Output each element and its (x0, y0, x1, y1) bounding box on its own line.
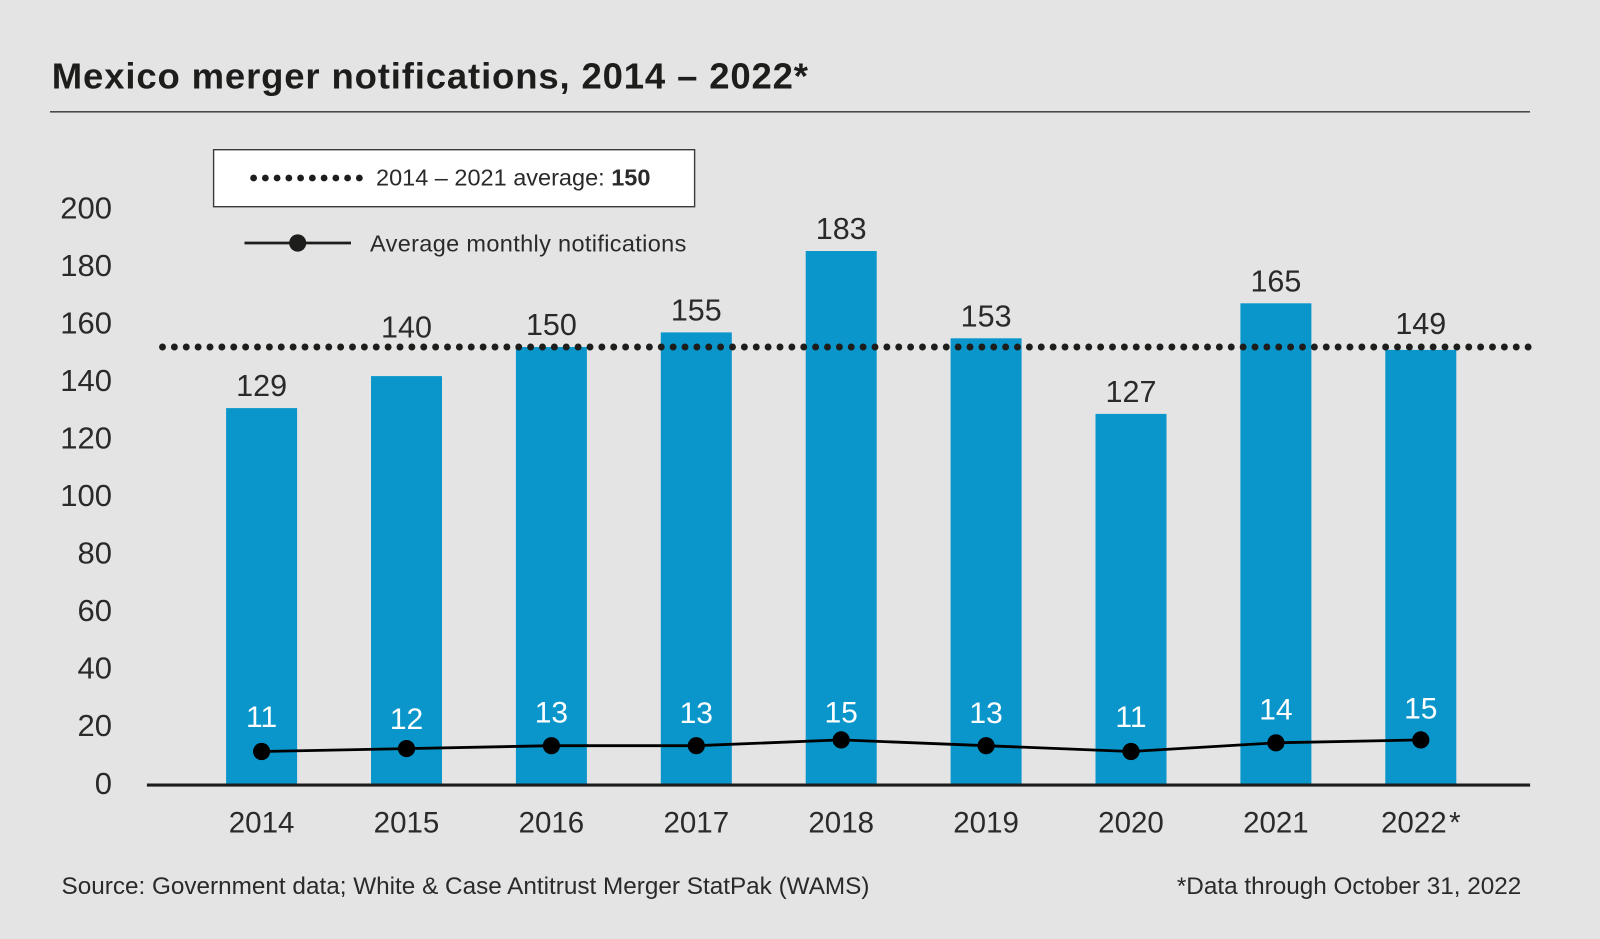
svg-text:14: 14 (1259, 694, 1292, 727)
svg-text:13: 13 (535, 696, 568, 729)
svg-text:11: 11 (1115, 701, 1146, 734)
svg-text:2014: 2014 (229, 806, 295, 839)
svg-text:2021: 2021 (1243, 806, 1309, 839)
svg-text:80: 80 (78, 536, 112, 571)
svg-text:165: 165 (1250, 264, 1301, 298)
svg-text:60: 60 (78, 593, 112, 628)
svg-text:2015: 2015 (374, 806, 440, 839)
svg-text:140: 140 (60, 363, 112, 398)
svg-text:2016: 2016 (519, 806, 585, 839)
svg-text:20: 20 (78, 708, 112, 743)
svg-text:15: 15 (1404, 693, 1437, 726)
svg-text:13: 13 (969, 697, 1002, 730)
svg-text:Mexico merger notifications, 2: Mexico merger notifications, 2014 – 2022… (52, 55, 809, 96)
svg-text:0: 0 (95, 766, 112, 801)
svg-text:*Data through October 31, 2022: *Data through October 31, 2022 (1177, 873, 1521, 900)
svg-text:160: 160 (60, 305, 112, 340)
svg-text:2014 – 2021 average: 150: 2014 – 2021 average: 150 (376, 165, 650, 191)
svg-text:2018: 2018 (808, 806, 874, 839)
svg-text:149: 149 (1395, 307, 1446, 341)
svg-text:Source: Government data; White: Source: Government data; White & Case An… (62, 873, 870, 900)
svg-text:120: 120 (60, 421, 112, 456)
svg-text:15: 15 (825, 696, 858, 729)
svg-text:153: 153 (961, 299, 1012, 333)
svg-text:150: 150 (526, 308, 577, 342)
svg-text:127: 127 (1106, 375, 1157, 409)
svg-text:2020: 2020 (1098, 806, 1164, 839)
svg-text:180: 180 (60, 248, 112, 283)
svg-text:200: 200 (60, 190, 112, 225)
svg-text:140: 140 (381, 311, 432, 345)
svg-text:100: 100 (60, 478, 112, 513)
svg-text:2019: 2019 (953, 806, 1019, 839)
svg-text:12: 12 (390, 703, 423, 736)
svg-text:183: 183 (816, 212, 867, 246)
svg-text:11: 11 (246, 701, 277, 734)
svg-text:129: 129 (236, 369, 287, 403)
svg-text:155: 155 (671, 293, 722, 327)
svg-text:40: 40 (78, 651, 112, 686)
svg-text:2022 *: 2022 * (1381, 806, 1461, 839)
svg-text:2017: 2017 (663, 806, 729, 839)
svg-text:13: 13 (680, 697, 713, 730)
svg-text:Average monthly notifications: Average monthly notifications (370, 231, 687, 257)
